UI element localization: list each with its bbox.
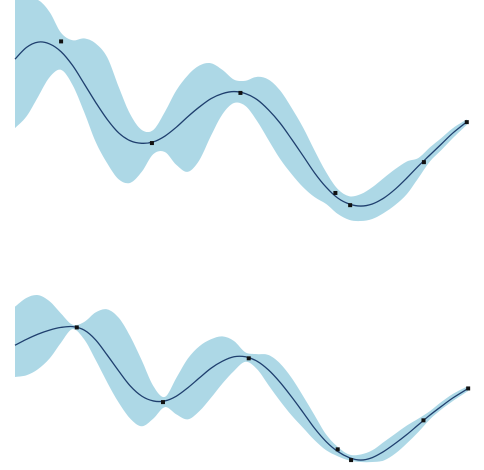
observation-point-bottom-2 — [160, 400, 165, 405]
mean-line-bottom — [14, 325, 469, 461]
gp-plot-top — [14, 0, 469, 222]
gp-plot-bottom — [14, 295, 471, 463]
observation-point-top-2 — [149, 141, 154, 146]
observation-point-top-6 — [421, 160, 426, 165]
observation-point-top-3 — [238, 90, 243, 95]
observation-points-top — [59, 39, 469, 208]
observation-point-top-1 — [59, 39, 64, 44]
observation-point-top-7 — [464, 120, 469, 125]
observation-point-bottom-1 — [74, 325, 79, 330]
confidence-band-bottom — [15, 295, 469, 463]
observation-point-bottom-5 — [349, 458, 354, 463]
observation-point-bottom-4 — [335, 447, 340, 452]
observation-point-top-4 — [333, 190, 338, 195]
observation-points-bottom — [74, 325, 471, 463]
observation-point-bottom-6 — [421, 418, 426, 423]
observation-point-bottom-3 — [246, 356, 251, 361]
confidence-band-top — [15, 0, 467, 222]
observation-point-bottom-7 — [466, 386, 471, 391]
observation-point-top-5 — [348, 203, 353, 208]
